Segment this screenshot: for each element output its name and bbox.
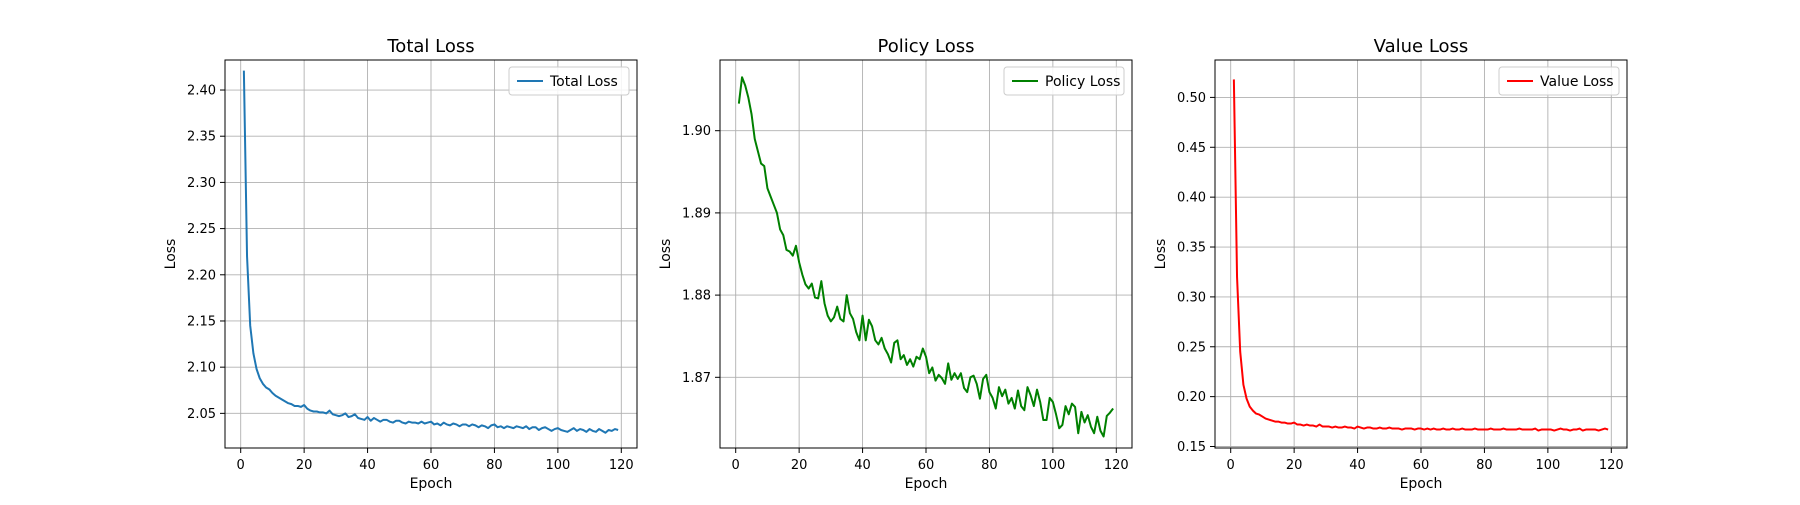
x-tick-label: 120 [1599, 458, 1624, 473]
y-tick-label: 2.15 [187, 314, 216, 329]
legend: Policy Loss [1003, 66, 1125, 96]
y-tick-label: 2.35 [187, 130, 216, 145]
x-tick-label: 40 [854, 458, 871, 473]
series-line-0 [1232, 79, 1609, 432]
x-tick-label: 80 [486, 458, 503, 473]
x-axis-label: Epoch [905, 476, 948, 492]
x-tick-label: 60 [918, 458, 935, 473]
y-tick-label: 2.10 [187, 361, 216, 376]
x-tick-label: 120 [1104, 458, 1129, 473]
legend-label: Total Loss [549, 74, 618, 90]
x-tick-label: 40 [1349, 458, 1366, 473]
x-tick-label: 60 [1413, 458, 1430, 473]
series-line-0 [737, 76, 1114, 438]
legend-label: Policy Loss [1045, 74, 1120, 90]
x-tick-label: 0 [237, 458, 245, 473]
y-tick-label: 2.30 [187, 176, 216, 191]
y-tick-label: 1.90 [682, 124, 711, 139]
series-line-0 [242, 70, 619, 434]
y-tick-label: 1.87 [682, 371, 711, 386]
x-tick-label: 100 [1040, 458, 1065, 473]
x-tick-label: 60 [423, 458, 440, 473]
x-tick-label: 100 [1535, 458, 1560, 473]
x-tick-label: 20 [791, 458, 808, 473]
y-tick-label: 1.88 [682, 289, 711, 304]
legend: Total Loss [508, 66, 630, 96]
y-axis-label: Loss [658, 239, 674, 270]
x-tick-label: 80 [981, 458, 998, 473]
x-tick-label: 100 [545, 458, 570, 473]
x-tick-label: 40 [359, 458, 376, 473]
legend-box [1003, 66, 1125, 96]
y-axis-label: Loss [1153, 239, 1169, 270]
x-tick-label: 20 [296, 458, 313, 473]
legend: Value Loss [1498, 66, 1620, 96]
y-tick-label: 0.15 [1177, 440, 1206, 455]
y-tick-label: 0.30 [1177, 290, 1206, 305]
x-tick-label: 80 [1476, 458, 1493, 473]
legend-box [1498, 66, 1620, 96]
x-tick-label: 0 [732, 458, 740, 473]
legend-box [508, 66, 630, 96]
y-tick-label: 2.20 [187, 268, 216, 283]
y-tick-label: 0.40 [1177, 191, 1206, 206]
y-tick-label: 1.89 [682, 206, 711, 221]
y-tick-label: 2.25 [187, 222, 216, 237]
chart-panel-2: 0 20 40 60 80 100 120 0.15 0.20 0.25 0.30 0.35 0.40 0… [1153, 36, 1628, 492]
x-axis-label: Epoch [410, 476, 453, 492]
legend-label: Value Loss [1540, 74, 1614, 90]
x-axis-label: Epoch [1400, 476, 1443, 492]
chart-title: Value Loss [1374, 36, 1469, 57]
chart-title: Total Loss [386, 36, 474, 57]
y-tick-label: 0.20 [1177, 390, 1206, 405]
y-axis-label: Loss [163, 239, 179, 270]
x-tick-label: 20 [1286, 458, 1303, 473]
y-tick-label: 0.50 [1177, 91, 1206, 106]
x-tick-label: 0 [1227, 458, 1235, 473]
x-tick-label: 120 [609, 458, 634, 473]
chart-panel-1: 0 20 40 60 80 100 120 1.87 1.88 1.89 1.90 Policy Lo… [658, 36, 1133, 492]
y-tick-label: 0.25 [1177, 340, 1206, 355]
chart-panel-0: 0 20 40 60 80 100 120 2.05 2.10 2.15 2.20 2.25 2.30 2… [163, 36, 638, 492]
chart-title: Policy Loss [878, 36, 975, 57]
y-tick-label: 2.05 [187, 407, 216, 422]
y-tick-label: 2.40 [187, 84, 216, 99]
y-tick-label: 0.35 [1177, 241, 1206, 256]
y-tick-label: 0.45 [1177, 141, 1206, 156]
